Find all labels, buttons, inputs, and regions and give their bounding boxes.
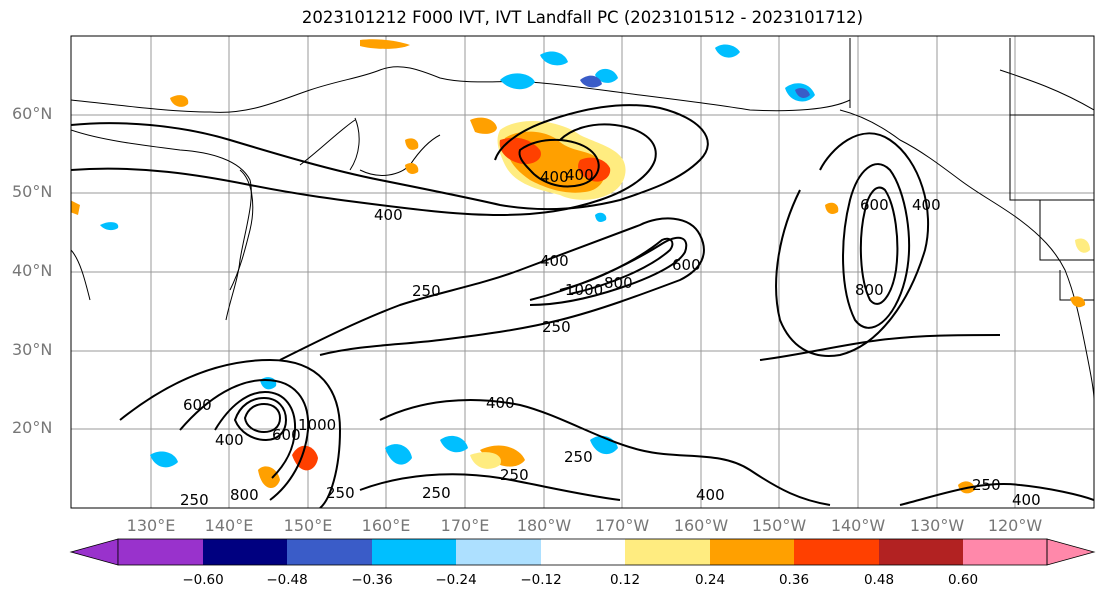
contour-label: 600	[272, 426, 301, 444]
contour-label: 400	[565, 166, 594, 184]
colorbar-segment	[118, 539, 203, 565]
colorbar-tick-label: 0.24	[694, 572, 726, 588]
contour-label: 250	[972, 476, 1001, 494]
lon-label: 140°W	[830, 516, 886, 535]
colorbar-tick-label: −0.48	[266, 572, 308, 588]
colorbar-segment	[541, 539, 625, 565]
colorbar-frame	[117, 538, 1048, 566]
contour-label: 1000	[565, 281, 603, 299]
coastlines	[71, 38, 1094, 401]
contour-label: 250	[422, 484, 451, 502]
colorbar-tick-label: −0.60	[182, 572, 224, 588]
colorbar-tick-label: 0.36	[778, 572, 810, 588]
contour-label-group: 400 400 400 400 250 1000 800 600 250 600…	[180, 166, 1041, 509]
contour-label: 400	[486, 394, 515, 412]
contour-label: 400	[540, 168, 569, 186]
contour-label: 400	[1012, 491, 1041, 509]
contour-label: 250	[542, 318, 571, 336]
lon-label: 160°W	[673, 516, 729, 535]
colorbar-tick-label: −0.24	[435, 572, 477, 588]
colorbar-tick-label: −0.12	[520, 572, 562, 588]
lon-label: 180°W	[516, 516, 572, 535]
contour-label: 600	[860, 196, 889, 214]
colorbar-segment	[372, 539, 456, 565]
contour-label: 400	[540, 252, 569, 270]
lat-label: 40°N	[12, 261, 53, 280]
contour-label: 800	[855, 281, 884, 299]
lon-label: 160°E	[361, 516, 411, 535]
colorbar-extend-low	[69, 538, 119, 566]
colorbar-tick-label: −0.36	[351, 572, 393, 588]
lat-label: 50°N	[12, 182, 53, 201]
contour-label: 600	[672, 256, 701, 274]
contour-label: 400	[374, 206, 403, 224]
contour-label: 250	[412, 282, 441, 300]
contour-label: 250	[326, 484, 355, 502]
colorbar-tick-label: 0.12	[609, 572, 641, 588]
colorbar-segment	[625, 539, 710, 565]
contour-label: 250	[500, 466, 529, 484]
map-frame	[70, 35, 1095, 509]
lon-label: 140°E	[204, 516, 254, 535]
lat-label: 60°N	[12, 104, 53, 123]
lat-label: 20°N	[12, 418, 53, 437]
colorbar-segment	[794, 539, 879, 565]
contour-label: 250	[564, 448, 593, 466]
contour-label: 400	[696, 486, 725, 504]
map-plot: 400 400 400 400 250 1000 800 600 250 600…	[71, 36, 1094, 509]
map-title: 2023101212 F000 IVT, IVT Landfall PC (20…	[301, 8, 864, 27]
colorbar	[69, 538, 1096, 566]
contour-label: 800	[604, 274, 633, 292]
lat-label: 30°N	[12, 340, 53, 359]
lon-label: 130°E	[126, 516, 176, 535]
lon-label: 120°W	[987, 516, 1043, 535]
ivt-contours	[71, 104, 1094, 508]
colorbar-extend-high	[1046, 538, 1096, 566]
colorbar-segment	[879, 539, 963, 565]
colorbar-tick-label: 0.60	[947, 572, 979, 588]
colorbar-tick-label: 0.48	[863, 572, 895, 588]
lon-label: 130°W	[909, 516, 965, 535]
colorbar-segment	[456, 539, 541, 565]
colorbar-segment	[287, 539, 372, 565]
contour-label: 1000	[298, 416, 336, 434]
ivt-landfall-pc-shading	[71, 39, 1090, 494]
colorbar-segment	[710, 539, 794, 565]
lon-label: 150°W	[751, 516, 807, 535]
lon-label: 170°E	[440, 516, 490, 535]
lon-label: 170°W	[594, 516, 650, 535]
contour-label: 800	[230, 486, 259, 504]
graticule	[71, 36, 1094, 508]
contour-label: 400	[215, 431, 244, 449]
contour-label: 400	[912, 196, 941, 214]
colorbar-segment	[963, 539, 1047, 565]
colorbar-segment	[203, 539, 287, 565]
contour-label: 600	[183, 396, 212, 414]
lon-label: 150°E	[283, 516, 333, 535]
contour-label: 250	[180, 491, 209, 509]
